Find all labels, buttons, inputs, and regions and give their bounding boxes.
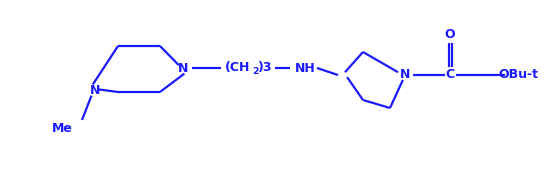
Text: N: N: [178, 62, 188, 75]
Text: 2: 2: [252, 67, 259, 76]
Text: (CH: (CH: [225, 62, 250, 75]
Text: C: C: [445, 69, 455, 82]
Text: N: N: [90, 83, 100, 96]
Text: OBu-t: OBu-t: [498, 69, 538, 82]
Text: )3: )3: [258, 62, 272, 75]
Text: Me: Me: [52, 122, 72, 135]
Text: NH: NH: [295, 62, 316, 75]
Text: N: N: [400, 69, 410, 82]
Text: O: O: [445, 29, 455, 42]
